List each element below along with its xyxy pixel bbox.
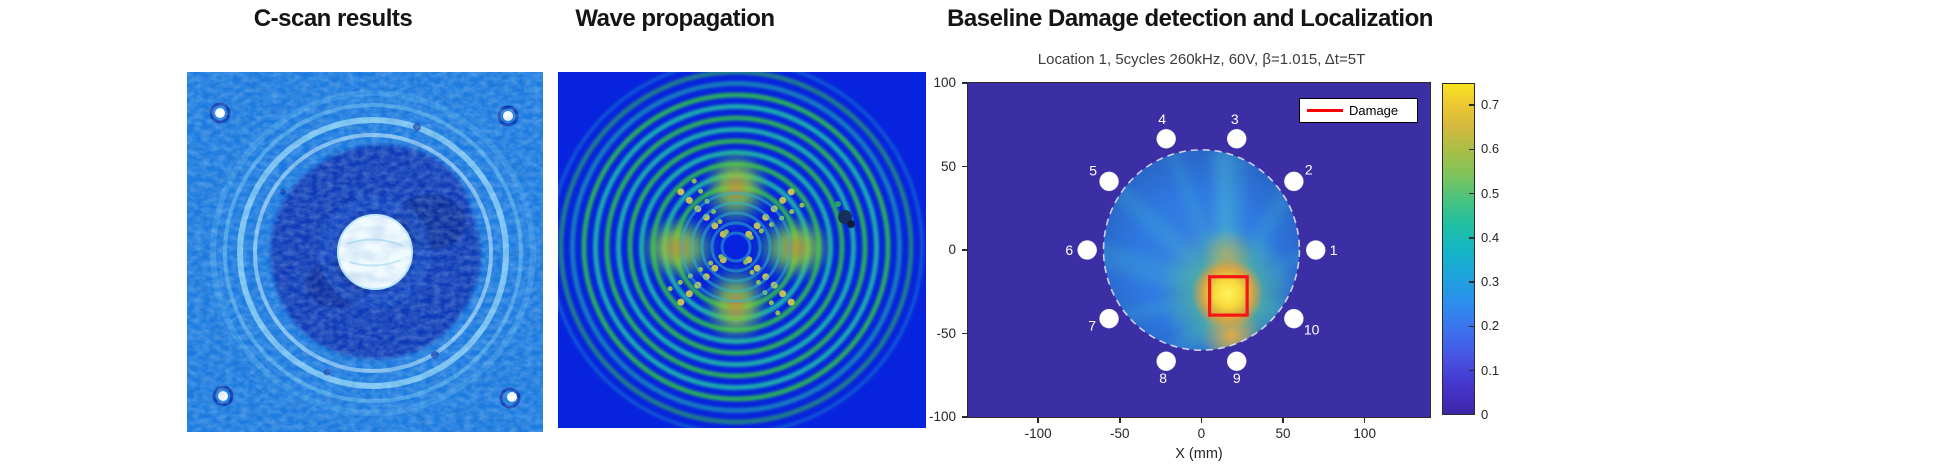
sensor-number: 6 (1065, 242, 1073, 258)
plot-axes: 1 2 3 4 5 6 7 8 9 10 (967, 82, 1431, 418)
y-tick-label: 50 (940, 158, 956, 174)
sensor-marker: 9 (1226, 351, 1247, 386)
wave-defect-spot (835, 201, 855, 228)
sensor-number: 7 (1088, 318, 1096, 334)
colorbar-tick-label: 0.6 (1481, 141, 1500, 157)
sensor-marker: 3 (1226, 111, 1247, 149)
sensor-marker: 1 (1305, 240, 1338, 260)
colorbar-tick-mark (1469, 104, 1474, 106)
sensor-marker: 6 (1065, 240, 1097, 260)
x-tick-mark (1200, 418, 1203, 423)
colorbar-tick-label: 0 (1481, 407, 1489, 422)
y-tick-label: 0 (948, 242, 956, 257)
x-tick-label: 50 (1275, 426, 1291, 441)
sensor-marker: 7 (1088, 308, 1119, 334)
colorbar-tick-label: 0.3 (1481, 274, 1500, 290)
x-tick-mark (1037, 418, 1039, 423)
y-tick-mark (962, 165, 967, 168)
colorbar-tick-mark (1469, 369, 1474, 372)
x-tick-label: -100 (1024, 426, 1052, 441)
sensor-marker: 5 (1089, 162, 1119, 192)
y-tick-mark (962, 416, 967, 418)
damage-estimate-box (1208, 275, 1249, 317)
colorbar-tick-label: 0.1 (1481, 362, 1500, 378)
colorbar-tick-mark (1469, 281, 1474, 283)
damage-index-map: 1 2 3 4 5 6 7 8 9 10 (968, 83, 1430, 417)
x-tick-mark (1119, 418, 1121, 423)
sensor-number: 5 (1089, 162, 1097, 178)
inspection-region-circle (1102, 149, 1301, 351)
y-tick-mark (962, 332, 967, 335)
sensor-number: 10 (1304, 322, 1320, 338)
plot-title: Location 1, 5cycles 260kHz, 60V, β=1.015… (1037, 51, 1366, 68)
x-tick-label: 100 (1353, 426, 1376, 441)
y-tick-label: 100 (933, 75, 956, 90)
y-tick-mark (962, 249, 967, 251)
cscan-image (187, 72, 543, 432)
sensor-number: 1 (1330, 242, 1338, 258)
y-tick-mark (962, 82, 967, 84)
sensor-marker: 10 (1284, 308, 1320, 338)
sensor-number: 4 (1158, 111, 1166, 127)
sensor-number: 2 (1305, 161, 1313, 177)
y-tick-label: -50 (936, 325, 956, 341)
colorbar-tick-label: 0.7 (1481, 97, 1500, 113)
sensor-number: 3 (1231, 111, 1239, 127)
colorbar-tick-mark (1469, 237, 1474, 239)
x-axis-label: X (mm) (1175, 446, 1223, 462)
sensor-array: 1 2 3 4 5 6 7 8 9 10 (1065, 111, 1337, 386)
sensor-number: 8 (1159, 370, 1167, 386)
y-tick-label: -100 (928, 409, 956, 424)
sensor-marker: 8 (1156, 351, 1176, 386)
damage-legend-line (1307, 109, 1343, 112)
wave-panel-title: Wave propagation (575, 5, 775, 32)
x-tick-mark (1282, 418, 1284, 423)
localization-panel-title: Baseline Damage detection and Localizati… (947, 5, 1433, 32)
x-tick-label: 0 (1197, 426, 1206, 441)
colorbar (1442, 83, 1475, 415)
x-tick-label: -50 (1110, 426, 1130, 441)
wave-propagation-image (558, 72, 926, 428)
colorbar-tick-mark (1469, 325, 1474, 328)
damage-legend-label: Damage (1349, 103, 1399, 118)
plot-legend: Damage (1299, 98, 1418, 123)
colorbar-tick-mark (1469, 148, 1474, 151)
sensor-marker: 2 (1284, 161, 1313, 192)
colorbar-tick-label: 0.2 (1481, 318, 1500, 334)
cscan-panel-title: C-scan results (253, 5, 413, 32)
colorbar-tick-label: 0.5 (1481, 185, 1500, 201)
x-tick-mark (1363, 418, 1366, 423)
sensor-number: 9 (1233, 370, 1241, 386)
sensor-marker: 4 (1156, 111, 1176, 149)
colorbar-tick-mark (1469, 192, 1474, 195)
colorbar-tick-label: 0.4 (1481, 229, 1500, 245)
